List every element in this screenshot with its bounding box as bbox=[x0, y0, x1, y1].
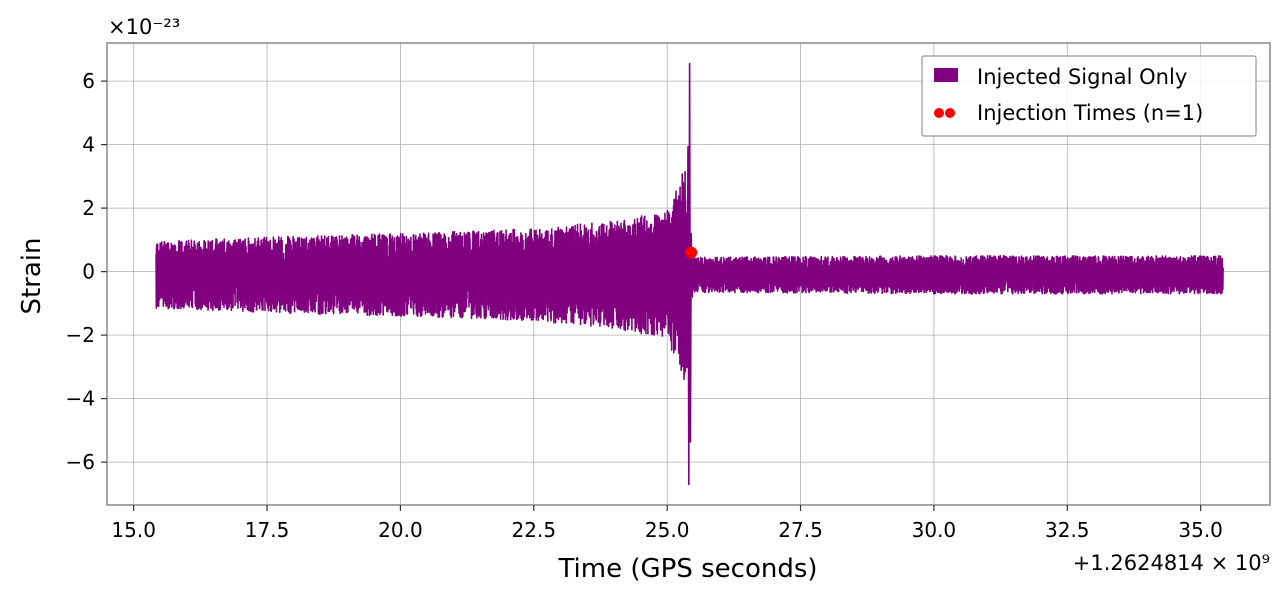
x-tick-label: 32.5 bbox=[1045, 518, 1090, 542]
legend-label-signal: Injected Signal Only bbox=[977, 65, 1187, 89]
x-tick-label: 25.0 bbox=[645, 518, 690, 542]
x-offset-label: +1.2624814 × 10⁹ bbox=[1073, 551, 1270, 575]
x-axis-label: Time (GPS seconds) bbox=[557, 554, 817, 584]
legend-swatch-signal bbox=[934, 68, 958, 82]
x-tick-label: 15.0 bbox=[111, 518, 156, 542]
legend-label-injection: Injection Times (n=1) bbox=[977, 101, 1203, 125]
x-axis-ticks: 15.0 17.5 20.0 22.5 25.0 27.5 30.0 32.5 35.0 bbox=[111, 505, 1223, 542]
y-tick-label: −2 bbox=[66, 323, 95, 347]
y-tick-label: −6 bbox=[66, 450, 95, 474]
y-scale-label: ×10⁻²³ bbox=[108, 15, 180, 39]
plot-frame bbox=[106, 42, 1271, 506]
series-layer bbox=[155, 62, 1224, 486]
x-tick-label: 17.5 bbox=[245, 518, 290, 542]
x-tick-label: 27.5 bbox=[778, 518, 823, 542]
scatter-layer bbox=[685, 246, 698, 259]
x-tick-label: 20.0 bbox=[378, 518, 423, 542]
signal-line bbox=[155, 62, 1224, 486]
y-axis-label: Strain bbox=[17, 237, 47, 314]
y-tick-label: 4 bbox=[82, 133, 95, 157]
legend: Injected Signal Only Injection Times (n=… bbox=[921, 55, 1257, 137]
y-tick-label: 0 bbox=[82, 260, 95, 284]
legend-marker-injection-2 bbox=[945, 108, 955, 118]
injection-time-marker bbox=[685, 246, 698, 259]
legend-box bbox=[921, 55, 1257, 137]
y-axis-ticks: −6 −4 −2 0 2 4 6 bbox=[66, 69, 107, 474]
legend-marker-injection-1 bbox=[934, 108, 944, 118]
x-tick-label: 22.5 bbox=[512, 518, 557, 542]
y-scale-label-text: ×10⁻²³ bbox=[108, 15, 180, 39]
y-tick-label: 2 bbox=[82, 196, 95, 220]
x-tick-label: 30.0 bbox=[912, 518, 957, 542]
y-tick-label: 6 bbox=[82, 69, 95, 93]
x-tick-label: 35.0 bbox=[1178, 518, 1223, 542]
y-tick-label: −4 bbox=[66, 387, 95, 411]
